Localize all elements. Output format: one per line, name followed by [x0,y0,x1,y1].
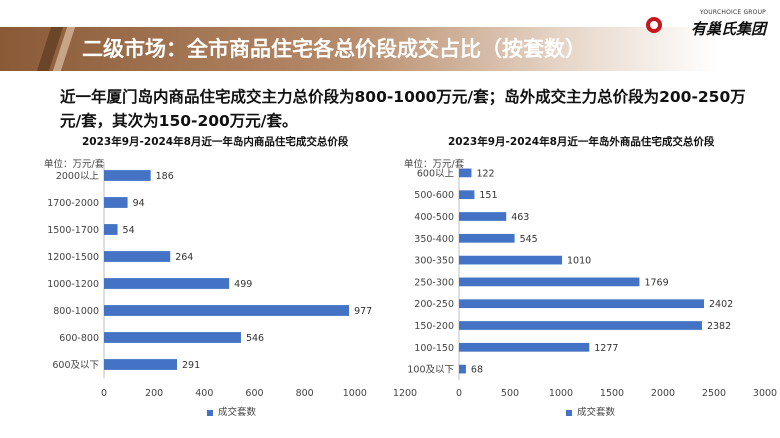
data-label: 977 [354,306,372,317]
data-label: 186 [156,171,174,182]
bar [104,197,128,208]
logo-name: 有巢氏集团 [690,20,766,38]
legend-swatch [566,409,572,416]
bar [104,305,350,316]
data-label: 54 [123,225,135,236]
bar [104,278,230,289]
category-label: 1200-1500 [47,252,99,263]
logo-subtitle: YOURCHOICE GROUP [699,9,766,16]
category-label: 1000-1200 [47,279,99,290]
category-label: 1700-2000 [47,198,99,209]
legend-outer: 成交套数 [566,404,615,418]
chart-title-island: 2023年9月-2024年8月近一年岛内商品住宅成交总价段 [82,136,349,148]
legend-island: 成交套数 [207,404,256,418]
data-label: 499 [234,279,252,290]
bar [104,170,151,181]
x-tick-label: 800 [296,388,314,399]
unit-label-island: 单位：万元/套 [44,159,105,170]
chart-title-outer: 2023年9月-2024年8月近一年岛外商品住宅成交总价段 [448,136,715,148]
header-band [0,27,780,71]
bar [104,224,118,235]
category-label: 1500-1700 [47,225,99,236]
bar [104,332,241,343]
logo-mark-icon [646,17,662,33]
legend-label: 成交套数 [577,407,616,418]
data-label: 264 [175,252,193,263]
unit-label-outer: 单位：万元/套 [404,159,465,170]
data-label: 546 [246,333,264,344]
category-label: 2000以上 [56,171,100,182]
x-tick-label: 1000 [343,388,367,399]
page-title: 二级市场：全市商品住宅各总价段成交占比（按套数） [82,37,586,61]
legend-label: 成交套数 [218,407,257,418]
x-tick-label: 1200 [393,388,417,399]
category-label: 600及以下 [52,360,99,371]
category-label: 600-800 [59,333,99,344]
x-tick-label: 0 [101,388,107,399]
summary-text: 近一年厦门岛内商品住宅成交主力总价段为800-1000万元/套；岛外成交主力总价… [60,88,746,130]
legend-swatch [207,409,213,416]
category-label: 800-1000 [53,306,99,317]
bar [104,251,171,262]
bar [104,359,177,370]
x-tick-label: 400 [195,388,213,399]
data-label: 291 [182,360,200,371]
x-tick-label: 600 [245,388,263,399]
data-label: 94 [133,198,145,209]
x-tick-label: 200 [145,388,163,399]
